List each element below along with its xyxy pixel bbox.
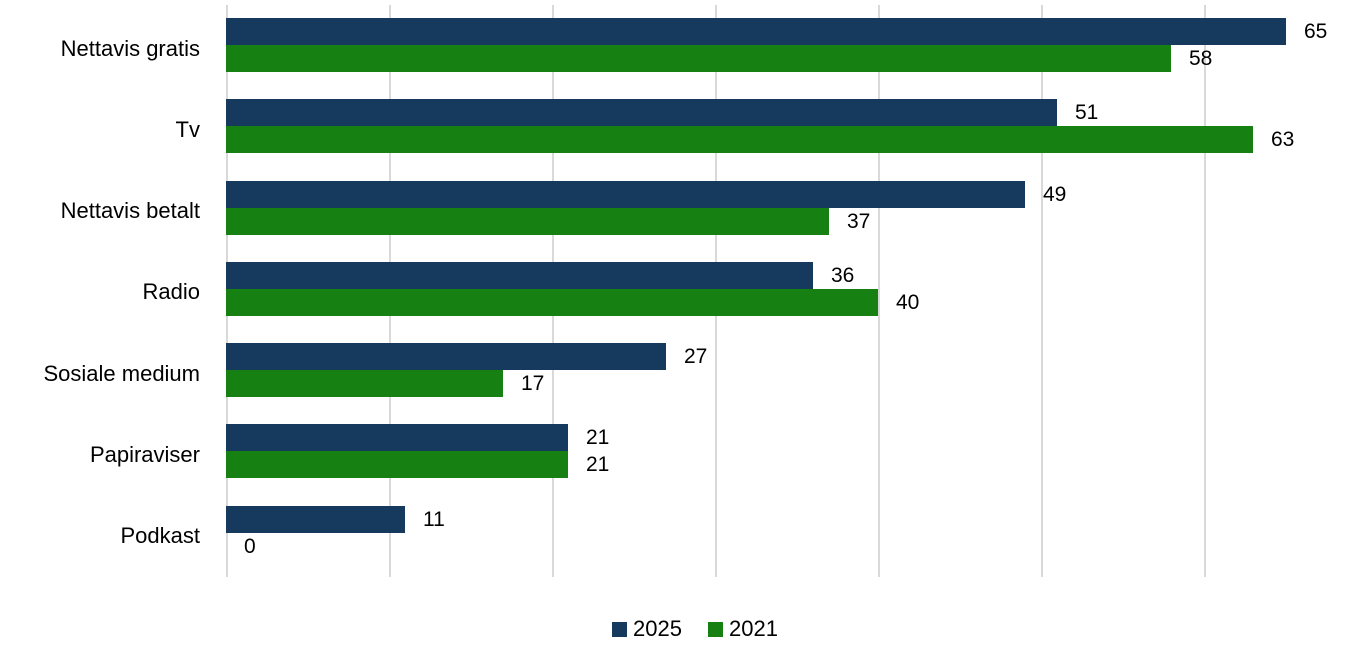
category-label: Radio: [142, 279, 200, 305]
category-label: Papiraviser: [89, 442, 200, 468]
legend-label: 2021: [729, 616, 778, 641]
value-label: 40: [896, 290, 920, 314]
gridline-40: [878, 5, 880, 577]
value-label: 21: [586, 426, 610, 450]
value-label: 36: [831, 263, 855, 287]
bar-2025: [226, 99, 1057, 127]
bar-group: 65 58: [226, 8, 1336, 89]
bar-2021: [226, 370, 503, 398]
bar-group: 49 37: [226, 171, 1336, 252]
bar-2025: [226, 424, 568, 452]
legend-label: 2025: [633, 616, 682, 641]
value-label: 27: [684, 345, 708, 369]
value-label: 63: [1271, 128, 1295, 152]
bar-2025: [226, 18, 1286, 45]
value-label: 17: [521, 372, 545, 396]
value-label: 49: [1043, 182, 1067, 206]
bar-2021: [226, 451, 568, 479]
value-label: 11: [423, 507, 445, 531]
value-label: 65: [1304, 20, 1328, 43]
value-label: 58: [1189, 47, 1213, 70]
legend-item-2025: 2025: [612, 616, 682, 642]
gridline-50: [1041, 5, 1043, 577]
category-label: Podkast: [120, 523, 201, 549]
bar-2025: [226, 343, 666, 371]
category-label: Nettavis gratis: [60, 35, 200, 61]
bar-2021: [226, 207, 829, 235]
bar-group: 27 17: [226, 333, 1336, 414]
bar-2021: [226, 288, 878, 316]
category-label: Nettavis betalt: [60, 198, 200, 224]
bar-2025: [226, 261, 813, 289]
bar-2021: [226, 45, 1171, 72]
bar-2021: [226, 126, 1253, 154]
legend: 2025 2021: [0, 616, 1346, 642]
category-label: Tv: [175, 116, 200, 142]
legend-swatch-icon: [612, 621, 628, 637]
value-label: 51: [1075, 101, 1099, 125]
plot-area: 65 58 51 63 49 37 36 40 27 17 21 21 11 0: [226, 5, 1336, 577]
value-label: 37: [847, 209, 871, 233]
value-label: 0: [244, 534, 256, 558]
gridline-60: [1204, 5, 1206, 577]
bar-2025: [226, 180, 1025, 208]
bar-group: 21 21: [226, 414, 1336, 495]
bar-2025: [226, 505, 405, 533]
bar-group: 36 40: [226, 252, 1336, 333]
category-label: Sosiale medium: [43, 360, 200, 386]
category-labels: Nettavis gratis Tv Nettavis betalt Radio Sos…: [0, 8, 200, 577]
legend-swatch-icon: [708, 621, 723, 637]
bar-group: 51 63: [226, 89, 1336, 170]
value-label: 21: [586, 453, 610, 477]
legend-item-2021: 2021: [708, 616, 778, 642]
bar-group: 11 0: [226, 496, 1336, 577]
